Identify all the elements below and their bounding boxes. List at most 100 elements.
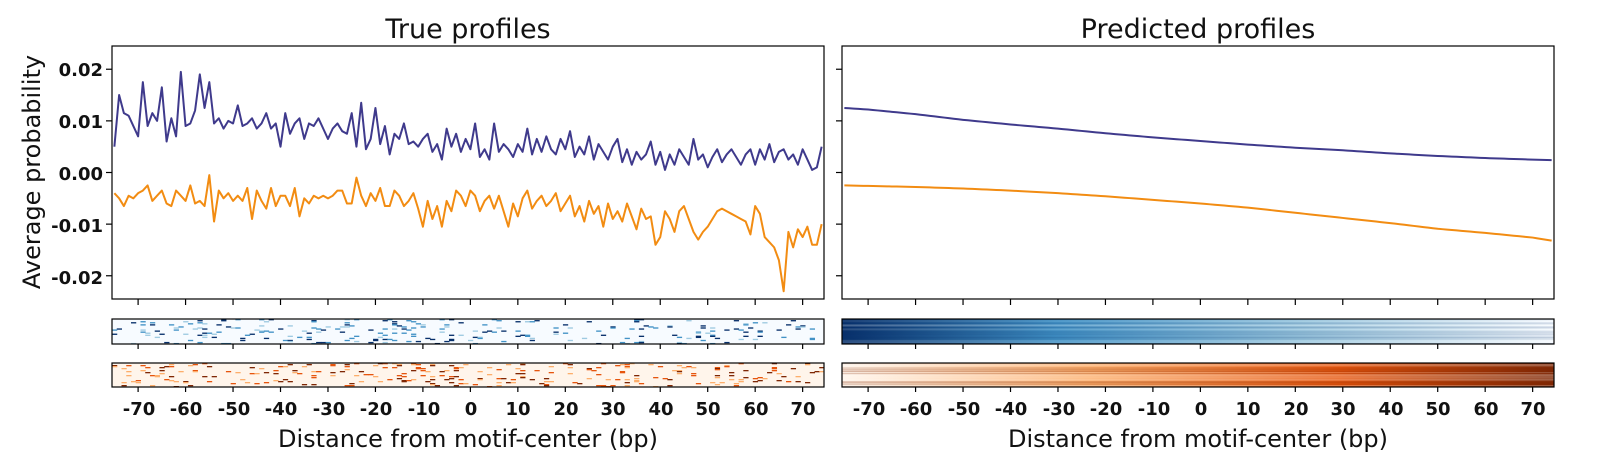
heatmap-cell bbox=[259, 330, 265, 332]
heatmap-cell bbox=[714, 367, 721, 369]
heatmap-cell bbox=[543, 378, 550, 380]
heatmap-cell bbox=[529, 337, 535, 340]
heatmap-cell bbox=[240, 339, 246, 342]
heatmap-row bbox=[842, 374, 1554, 376]
heatmap-row bbox=[842, 336, 1554, 339]
heatmap-cell bbox=[615, 379, 621, 381]
x-tick-label--70: -70 bbox=[123, 399, 156, 420]
heatmap-cell bbox=[586, 368, 592, 370]
heatmap-row bbox=[842, 383, 1554, 385]
heatmap-row bbox=[842, 339, 1554, 342]
heatmap-row bbox=[842, 365, 1554, 367]
heatmap-cell bbox=[287, 340, 293, 343]
heatmap-cell bbox=[714, 377, 721, 379]
heatmap-cell bbox=[634, 380, 640, 382]
heatmap-cell bbox=[273, 380, 279, 382]
heatmap-cell bbox=[149, 324, 156, 326]
heatmap-cell bbox=[354, 363, 360, 365]
heatmap-cell bbox=[695, 332, 702, 334]
heatmap-cell bbox=[173, 329, 179, 331]
heatmap-row bbox=[842, 326, 1554, 328]
x-tick-label-0: 0 bbox=[1195, 399, 1208, 420]
heatmap-cell bbox=[515, 368, 521, 370]
heatmap-cell bbox=[430, 364, 436, 366]
heatmap-cell bbox=[168, 366, 175, 368]
heatmap-cell bbox=[406, 320, 412, 322]
heatmap-cell bbox=[634, 381, 640, 383]
heatmap-cell bbox=[382, 341, 388, 344]
heatmap-cell bbox=[330, 364, 336, 366]
heatmap-cell bbox=[382, 328, 388, 330]
right-plot-frame bbox=[841, 45, 1555, 300]
heatmap-cell bbox=[548, 381, 554, 383]
heatmap-cell bbox=[543, 384, 550, 386]
heatmap-cell bbox=[596, 330, 602, 332]
heatmap-row bbox=[842, 334, 1554, 336]
heatmap-cell bbox=[667, 385, 673, 387]
heatmap-cell bbox=[771, 370, 778, 372]
heatmap-cell bbox=[738, 329, 744, 331]
heatmap-cell bbox=[743, 324, 749, 326]
heatmap-row bbox=[842, 384, 1554, 386]
heatmap-cell bbox=[344, 326, 350, 328]
heatmap-cell bbox=[411, 335, 417, 338]
heatmap-cell bbox=[534, 320, 540, 322]
x-tick-label--30: -30 bbox=[1043, 399, 1076, 420]
heatmap-cell bbox=[752, 381, 759, 383]
heatmap-cell bbox=[738, 363, 744, 365]
heatmap-cell bbox=[401, 380, 407, 382]
heatmap-cell bbox=[183, 381, 189, 383]
heatmap-cell bbox=[168, 380, 175, 382]
x-tick-label-20: 20 bbox=[553, 399, 578, 420]
heatmap-cell bbox=[634, 375, 640, 377]
heatmap-cell bbox=[453, 376, 460, 378]
heatmap-cell bbox=[800, 325, 806, 327]
heatmap-cell bbox=[757, 330, 763, 332]
heatmap-row bbox=[842, 364, 1554, 366]
heatmap-cell bbox=[235, 372, 241, 374]
heatmap-cell bbox=[505, 364, 512, 366]
heatmap-cell bbox=[458, 367, 464, 369]
heatmap-cell bbox=[449, 378, 455, 380]
heatmap-row bbox=[842, 340, 1554, 343]
heatmap-cell bbox=[140, 370, 146, 372]
heatmap-cell bbox=[501, 340, 507, 343]
heatmap-cell bbox=[192, 370, 198, 372]
negative-strand-line bbox=[113, 174, 823, 293]
heatmap-cell bbox=[211, 333, 217, 335]
heatmap-cell bbox=[206, 381, 213, 383]
heatmap-cell bbox=[164, 379, 170, 381]
heatmap-cell bbox=[197, 320, 203, 322]
x-tick-label-40: 40 bbox=[648, 399, 673, 420]
heatmap-cell bbox=[344, 385, 350, 387]
heatmap-cell bbox=[638, 335, 645, 338]
heatmap-cell bbox=[373, 339, 379, 342]
heatmap-cell bbox=[330, 375, 336, 377]
heatmap-cell bbox=[320, 329, 327, 331]
heatmap-cell bbox=[149, 322, 156, 324]
heatmap-cell bbox=[130, 381, 137, 383]
heatmap-cell bbox=[724, 366, 730, 368]
heatmap-cell bbox=[795, 328, 801, 330]
heatmap-cell bbox=[415, 367, 422, 369]
heatmap-cell bbox=[126, 375, 132, 377]
heatmap-cell bbox=[401, 328, 407, 330]
heatmap-cell bbox=[648, 326, 654, 328]
heatmap-cell bbox=[515, 373, 521, 375]
heatmap-cell bbox=[259, 319, 265, 321]
heatmap-cell bbox=[781, 376, 787, 378]
heatmap-cell bbox=[320, 341, 327, 344]
heatmap-cell bbox=[430, 338, 436, 341]
heatmap-cell bbox=[415, 364, 422, 366]
x-tick-label-10: 10 bbox=[1235, 399, 1260, 420]
heatmap-cell bbox=[634, 341, 640, 344]
heatmap-cell bbox=[543, 381, 550, 383]
heatmap-cell bbox=[553, 327, 559, 329]
heatmap-cell bbox=[757, 335, 763, 338]
heatmap-cell bbox=[705, 332, 711, 334]
heatmap-cell bbox=[458, 379, 464, 381]
heatmap-cell bbox=[449, 365, 455, 367]
heatmap-cell bbox=[263, 372, 270, 374]
heatmap-row bbox=[842, 333, 1554, 335]
x-tick-label--60: -60 bbox=[170, 399, 203, 420]
